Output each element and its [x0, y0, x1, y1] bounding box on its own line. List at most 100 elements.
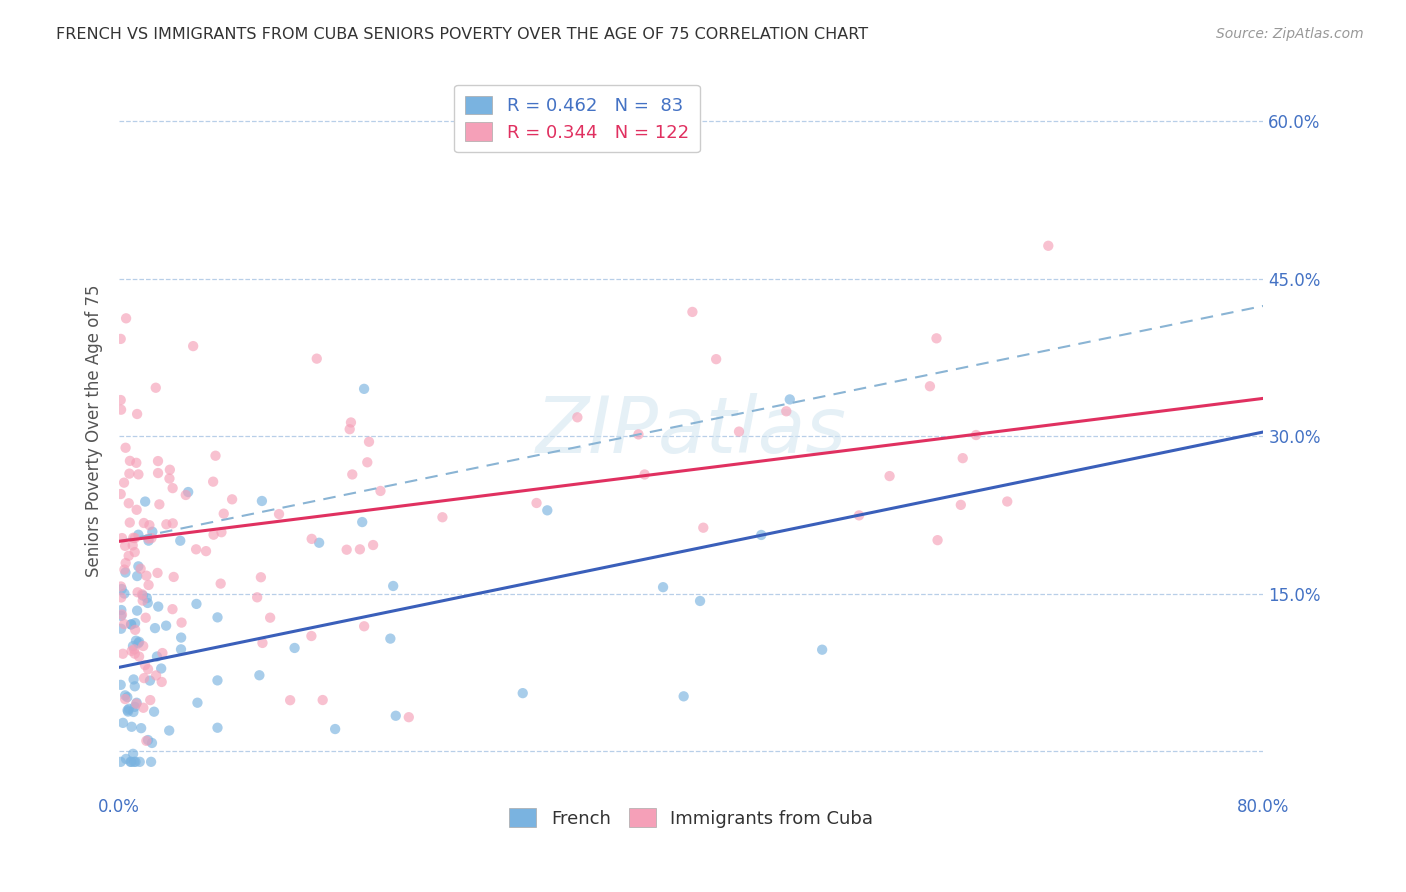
Point: [114, 539, 136, 553]
Point: [110, 603, 132, 617]
Point: [267, 507, 290, 521]
Point: [125, 633, 148, 648]
Point: [339, 422, 361, 436]
Point: [247, 668, 270, 682]
Point: [952, 451, 974, 466]
Point: [111, 715, 134, 730]
Point: [357, 434, 380, 449]
Point: [299, 629, 322, 643]
Point: [127, 559, 149, 574]
Point: [118, 549, 141, 563]
Point: [120, 755, 142, 769]
Point: [120, 617, 142, 632]
Point: [110, 591, 132, 605]
Point: [110, 609, 132, 624]
Point: [728, 425, 751, 439]
Point: [246, 591, 269, 605]
Point: [128, 649, 150, 664]
Point: [181, 339, 204, 353]
Point: [141, 531, 163, 545]
Point: [336, 542, 359, 557]
Point: [207, 673, 229, 688]
Point: [879, 469, 901, 483]
Point: [118, 702, 141, 716]
Point: [127, 585, 149, 599]
Point: [127, 569, 149, 583]
Point: [361, 538, 384, 552]
Point: [148, 599, 170, 614]
Point: [212, 507, 235, 521]
Point: [157, 723, 180, 738]
Point: [125, 696, 148, 710]
Point: [129, 721, 152, 735]
Point: [112, 586, 135, 600]
Point: [250, 570, 273, 584]
Point: [163, 570, 186, 584]
Point: [124, 679, 146, 693]
Point: [132, 593, 155, 607]
Point: [148, 497, 170, 511]
Point: [432, 510, 454, 524]
Point: [118, 516, 141, 530]
Point: [112, 475, 135, 490]
Point: [132, 639, 155, 653]
Point: [132, 700, 155, 714]
Point: [349, 542, 371, 557]
Point: [779, 392, 801, 407]
Point: [110, 678, 132, 692]
Point: [114, 441, 136, 455]
Point: [811, 642, 834, 657]
Point: [627, 427, 650, 442]
Point: [749, 528, 772, 542]
Point: [202, 475, 225, 489]
Point: [124, 755, 146, 769]
Point: [159, 472, 181, 486]
Point: [124, 647, 146, 661]
Point: [111, 531, 134, 545]
Point: [136, 662, 159, 676]
Point: [155, 517, 177, 532]
Point: [139, 693, 162, 707]
Point: [134, 658, 156, 673]
Point: [121, 644, 143, 658]
Text: FRENCH VS IMMIGRANTS FROM CUBA SENIORS POVERTY OVER THE AGE OF 75 CORRELATION CH: FRENCH VS IMMIGRANTS FROM CUBA SENIORS P…: [56, 27, 869, 42]
Point: [170, 642, 193, 657]
Point: [120, 755, 142, 769]
Point: [965, 428, 987, 442]
Point: [204, 449, 226, 463]
Point: [207, 610, 229, 624]
Point: [370, 483, 392, 498]
Point: [195, 544, 218, 558]
Point: [221, 492, 243, 507]
Point: [136, 596, 159, 610]
Point: [122, 747, 145, 761]
Point: [692, 521, 714, 535]
Point: [110, 580, 132, 594]
Point: [398, 710, 420, 724]
Point: [146, 466, 169, 480]
Point: [134, 494, 156, 508]
Point: [118, 467, 141, 481]
Point: [170, 631, 193, 645]
Point: [211, 525, 233, 540]
Point: [704, 352, 727, 367]
Point: [115, 311, 138, 326]
Point: [115, 752, 138, 766]
Point: [209, 576, 232, 591]
Point: [681, 305, 703, 319]
Point: [114, 556, 136, 570]
Point: [121, 538, 143, 552]
Point: [111, 647, 134, 661]
Point: [633, 467, 655, 482]
Point: [356, 455, 378, 469]
Point: [122, 705, 145, 719]
Point: [342, 467, 364, 482]
Point: [925, 331, 948, 345]
Point: [112, 617, 135, 632]
Point: [278, 693, 301, 707]
Point: [949, 498, 972, 512]
Point: [526, 496, 548, 510]
Point: [250, 494, 273, 508]
Point: [111, 607, 134, 622]
Point: [135, 591, 157, 605]
